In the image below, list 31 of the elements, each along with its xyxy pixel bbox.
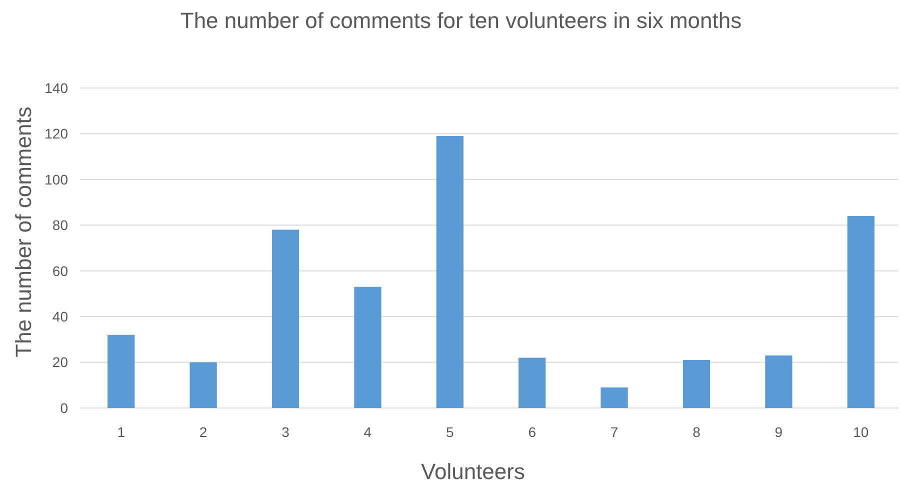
x-tick-label: 6 bbox=[528, 424, 536, 440]
y-axis-title: The number of comments bbox=[11, 106, 36, 358]
chart-title: The number of comments for ten volunteers in six months bbox=[180, 8, 742, 33]
x-tick-label: 9 bbox=[774, 424, 783, 440]
bar bbox=[518, 358, 546, 408]
x-axis-title: Volunteers bbox=[421, 459, 525, 484]
y-tick-label: 0 bbox=[60, 400, 68, 416]
bar bbox=[354, 286, 382, 408]
y-tick-label: 120 bbox=[44, 126, 68, 142]
y-tick-label: 100 bbox=[44, 171, 68, 188]
bar bbox=[190, 362, 217, 408]
x-tick-label: 7 bbox=[610, 424, 618, 440]
bar bbox=[682, 360, 710, 408]
bar bbox=[108, 334, 135, 408]
y-tick-label: 40 bbox=[52, 308, 68, 324]
x-tick-label: 8 bbox=[692, 424, 701, 440]
bar bbox=[600, 387, 628, 408]
x-tick-label: 10 bbox=[853, 424, 869, 440]
y-tick-label: 20 bbox=[52, 354, 68, 370]
bar bbox=[765, 355, 792, 408]
y-tick-label: 140 bbox=[44, 80, 68, 96]
y-tick-label: 80 bbox=[52, 217, 68, 234]
x-tick-label: 2 bbox=[199, 424, 208, 440]
x-tick-label: 5 bbox=[446, 424, 454, 440]
y-tick-label: 60 bbox=[52, 262, 68, 279]
x-tick-label: 1 bbox=[117, 424, 126, 440]
bar bbox=[272, 230, 300, 408]
x-tick-label: 4 bbox=[364, 424, 372, 440]
x-tick-label: 3 bbox=[282, 424, 290, 440]
bar bbox=[436, 136, 464, 408]
bar bbox=[847, 216, 874, 408]
